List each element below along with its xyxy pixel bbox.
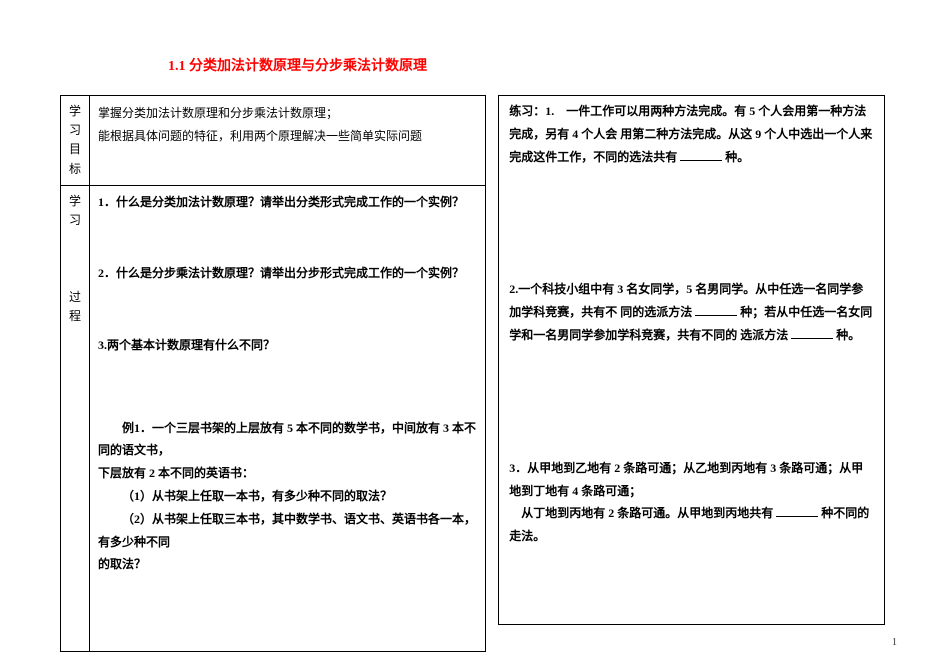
blank-3 [776,506,818,517]
blank-2b [791,328,833,339]
right-column: 练习：1. 一件工作可以用两种方法完成。有 5 个人会用第一种方法完成，另有 4… [498,95,885,625]
exercise-3: 3．从甲地到乙地有 2 条路可通；从乙地到丙地有 3 条路可通；从甲地到丁地有 … [509,457,874,548]
left-table: 学习目标 掌握分类加法计数原理和分步乘法计数原理； 能根据具体问题的特征，利用两… [60,95,486,652]
ex2-line-e: 种。 [836,328,860,342]
ex3-line-a: 3．从甲地到乙地有 2 条路可通；从乙地到丙地有 3 条路可通；从甲地到丁地有 … [509,461,863,498]
example-intro: 例1．一个三层书架的上层放有 5 本不同的数学书，中间放有 3 本不同的语文书， [98,417,477,463]
example-sub1: （1）从书架上任取一本书，有多少种不同的取法？ [98,485,477,508]
exercise-2: 2.一个科技小组中有 3 名女同学，5 名男同学。从中任选一名同学参加学科竞赛，… [509,278,874,346]
exercise-1: 练习：1. 一件工作可以用两种方法完成。有 5 个人会用第一种方法完成，另有 4… [509,100,874,168]
example-sub3: 的取法？ [98,557,146,571]
ex1-line-c: 种。 [725,150,749,164]
ex2-line-d: 选派方法 [740,328,788,342]
process-cell: 1．什么是分类加法计数原理？请举出分类形式完成工作的一个实例？ 2．什么是分步乘… [90,185,486,651]
blank-1 [680,149,722,160]
goal-line1: 掌握分类加法计数原理和分步乘法计数原理； [98,106,338,120]
question-2: 2．什么是分步乘法计数原理？请举出分步形式完成工作的一个实例？ [98,263,477,285]
blank-2a [695,305,737,316]
ex2-line-b: 同的选派方法 [620,305,692,319]
process-label-text: 学习过程 [69,194,81,323]
page-title: 1.1 分类加法计数原理与分步乘法计数原理 [0,0,945,95]
question-3: 3.两个基本计数原理有什么不同？ [98,335,477,357]
page-number: 1 [892,637,897,648]
example-1: 例1．一个三层书架的上层放有 5 本不同的数学书，中间放有 3 本不同的语文书，… [98,417,477,577]
goal-label: 学习目标 [61,96,90,186]
process-label: 学习过程 [61,185,90,651]
goal-cell: 掌握分类加法计数原理和分步乘法计数原理； 能根据具体问题的特征，利用两个原理解决… [90,96,486,186]
two-column-layout: 学习目标 掌握分类加法计数原理和分步乘法计数原理； 能根据具体问题的特征，利用两… [0,95,945,652]
example-line2: 下层放有 2 本不同的英语书： [98,466,254,480]
goal-line2: 能根据具体问题的特征，利用两个原理解决一些简单实际问题 [98,129,422,143]
example-sub2: （2）从书架上任取三本书，其中数学书、语文书、英语书各一本，有多少种不同 [98,508,477,554]
question-1: 1．什么是分类加法计数原理？请举出分类形式完成工作的一个实例？ [98,192,477,214]
goal-label-text: 学习目标 [69,104,81,176]
ex3-line-b: 从丁地到丙地有 2 条路可通。从甲地到丙地共有 [521,506,773,520]
ex3-line-b-wrap: 从丁地到丙地有 2 条路可通。从甲地到丙地共有 种不同的走法。 [509,502,874,548]
